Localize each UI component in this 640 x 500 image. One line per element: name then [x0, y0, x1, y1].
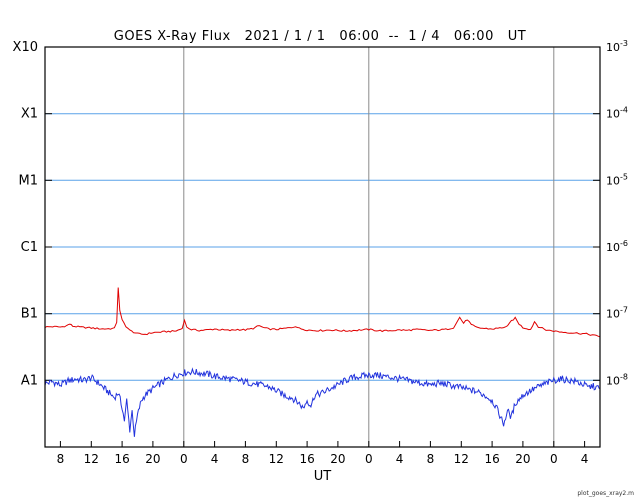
svg-text:20: 20: [515, 452, 530, 466]
svg-text:10-5: 10-5: [606, 172, 628, 187]
y-right-labels: 10-3 10-4 10-5 10-6 10-7 10-8: [606, 39, 628, 387]
svg-text:20: 20: [145, 452, 160, 466]
svg-text:12: 12: [269, 452, 284, 466]
svg-text:4: 4: [396, 452, 404, 466]
svg-text:8: 8: [427, 452, 435, 466]
svg-text:10-7: 10-7: [606, 306, 628, 321]
svg-text:A1: A1: [21, 373, 38, 388]
svg-text:X10: X10: [13, 40, 38, 55]
svg-text:0: 0: [180, 452, 188, 466]
svg-text:C1: C1: [21, 240, 38, 255]
svg-text:10-3: 10-3: [606, 39, 628, 54]
svg-text:4: 4: [581, 452, 589, 466]
svg-text:20: 20: [330, 452, 345, 466]
series-red-line: [44, 287, 601, 338]
axis-ticks: [45, 46, 600, 447]
svg-text:16: 16: [299, 452, 314, 466]
svg-text:16: 16: [484, 452, 499, 466]
y-left-labels: X10 X1 M1 C1 B1 A1: [13, 40, 38, 388]
svg-text:0: 0: [550, 452, 558, 466]
svg-text:UT: UT: [314, 469, 332, 484]
plot-script-note: plot_goes_xray2.m: [577, 490, 634, 497]
svg-text:16: 16: [114, 452, 129, 466]
svg-text:0: 0: [365, 452, 373, 466]
plot-frame: [44, 46, 601, 448]
svg-text:M1: M1: [19, 173, 39, 188]
svg-text:8: 8: [57, 452, 65, 466]
y-gridlines: [45, 113, 600, 381]
svg-text:12: 12: [454, 452, 469, 466]
svg-text:8: 8: [242, 452, 250, 466]
svg-text:B1: B1: [21, 307, 38, 322]
svg-text:4: 4: [211, 452, 219, 466]
chart-title: GOES X-Ray Flux 2021 / 1 / 1 06:00 -- 1 …: [113, 29, 527, 44]
x-axis-label: UT: [314, 469, 332, 484]
svg-text:10-6: 10-6: [606, 239, 628, 254]
x-tick-labels: 8 12 16 20 0 4 8 12 16 20 0 4 8 12 16 20 0 4: [57, 452, 589, 466]
svg-text:X1: X1: [21, 107, 38, 122]
day-boundary-lines: [183, 47, 555, 447]
svg-text:12: 12: [84, 452, 99, 466]
series-blue-line: [44, 367, 601, 437]
svg-text:10-8: 10-8: [606, 372, 628, 387]
svg-text:10-4: 10-4: [606, 106, 628, 121]
